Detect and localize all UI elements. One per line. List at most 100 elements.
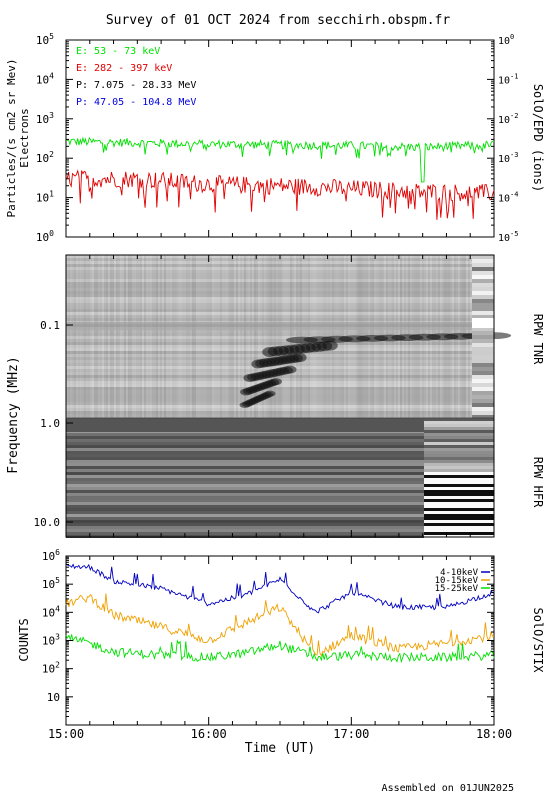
hfr-right-row [424, 508, 494, 511]
tnr-right-strip [472, 339, 494, 343]
tnr-column [286, 255, 288, 418]
stix-y-tick-label: 102 [42, 661, 60, 676]
hfr-right-row [424, 430, 494, 433]
hfr-right-row [424, 490, 494, 493]
tnr-column [250, 255, 252, 418]
tnr-column [242, 255, 244, 418]
hfr-right-row [424, 448, 494, 451]
tnr-right-strip [472, 351, 494, 355]
epd-y-tick-label: 105 [36, 32, 54, 47]
tnr-row [66, 414, 472, 417]
tnr-right-strip [472, 367, 494, 371]
tnr-column [232, 255, 234, 418]
tnr-column [194, 255, 196, 418]
tnr-right-strip [472, 359, 494, 363]
stix-series-line [65, 563, 495, 614]
epd-y2-tick-label: 10-5 [498, 230, 518, 244]
rpw-y-tick-label: 0.1 [40, 319, 60, 332]
hfr-row [66, 457, 424, 460]
tnr-right-strip [472, 255, 494, 259]
tnr-column [182, 255, 184, 418]
hfr-row [66, 490, 424, 493]
tnr-row [66, 408, 472, 411]
tnr-right-strip [472, 403, 494, 407]
rpw-y-tick-label: 1.0 [40, 417, 60, 430]
stix-y-tick-label: 10 [47, 691, 60, 704]
epd-y-tick-label: 102 [36, 150, 54, 165]
tnr-column [90, 255, 92, 418]
tnr-right-strip [472, 387, 494, 391]
tnr-row [66, 297, 472, 300]
stix-legend-item: 10-15keV [435, 576, 479, 586]
hfr-row [66, 499, 424, 502]
hfr-right-row [424, 436, 494, 439]
tnr-column [164, 255, 166, 418]
epd-legend: E: 53 - 73 keV E: 282 - 397 keV P: 7.075… [76, 46, 196, 108]
tnr-right-strip [472, 299, 494, 303]
tnr-burst-blob [270, 378, 282, 386]
hfr-right-row [424, 487, 494, 490]
tnr-column [134, 255, 136, 418]
tnr-burst-blob [293, 353, 307, 363]
tnr-column [214, 255, 216, 418]
epd-y-tick-label: 103 [36, 111, 54, 126]
tnr-column [176, 255, 178, 418]
tnr-column [66, 255, 68, 418]
hfr-right-row [424, 520, 494, 523]
assembled-note: Assembled on 01JUN2025 [382, 783, 514, 794]
tnr-column [304, 255, 306, 418]
tnr-right-strip [472, 363, 494, 367]
hfr-row [66, 511, 424, 514]
tnr-column [70, 255, 72, 418]
hfr-right-row [424, 427, 494, 430]
tnr-column [296, 255, 298, 418]
x-axis-label: Time (UT) [245, 741, 315, 756]
tnr-column [254, 255, 256, 418]
tnr-right-strip [472, 335, 494, 339]
hfr-row [66, 478, 424, 481]
tnr-row [66, 387, 472, 390]
tnr-right-strip [472, 295, 494, 299]
tnr-column [82, 255, 84, 418]
tnr-column [260, 255, 262, 418]
epd-y-tick-label: 104 [36, 71, 54, 86]
rpw-axes-group: 0.1 1.0 10.0 [34, 255, 495, 537]
tnr-row [66, 318, 472, 321]
tnr-column [278, 255, 280, 418]
tnr-instrument-label: RPW TNR [531, 314, 545, 365]
tnr-column [200, 255, 202, 418]
tnr-burst-blob [283, 365, 297, 374]
hfr-row [66, 505, 424, 508]
hfr-row [66, 466, 424, 469]
tnr-column [130, 255, 132, 418]
tnr-column [158, 255, 160, 418]
tnr-column [72, 255, 74, 418]
tnr-row [66, 378, 472, 381]
tnr-right-strip [472, 331, 494, 335]
stix-series-line [65, 633, 495, 664]
tnr-row [66, 309, 472, 312]
tnr-column [150, 255, 152, 418]
epd-panel: 100 10-5 101 10-4 102 10-3 103 10-2 104 10-1 105 10… [5, 32, 545, 244]
hfr-row [66, 508, 424, 511]
tnr-column [190, 255, 192, 418]
hfr-row [66, 469, 424, 472]
tnr-column [268, 255, 270, 418]
tnr-row [66, 300, 472, 303]
tnr-column [156, 255, 158, 418]
stix-plot-frame [65, 555, 495, 726]
tnr-right-strip [472, 407, 494, 411]
tnr-column [294, 255, 296, 418]
tnr-row [66, 315, 472, 318]
tnr-column [288, 255, 290, 418]
hfr-right-row [424, 523, 494, 526]
tnr-column [274, 255, 276, 418]
tnr-column [234, 255, 236, 418]
hfr-spectrogram [66, 418, 494, 538]
tnr-right-strip [472, 307, 494, 311]
tnr-column [122, 255, 124, 418]
hfr-row [66, 454, 424, 457]
tnr-column [302, 255, 304, 418]
tnr-right-strip [472, 271, 494, 275]
